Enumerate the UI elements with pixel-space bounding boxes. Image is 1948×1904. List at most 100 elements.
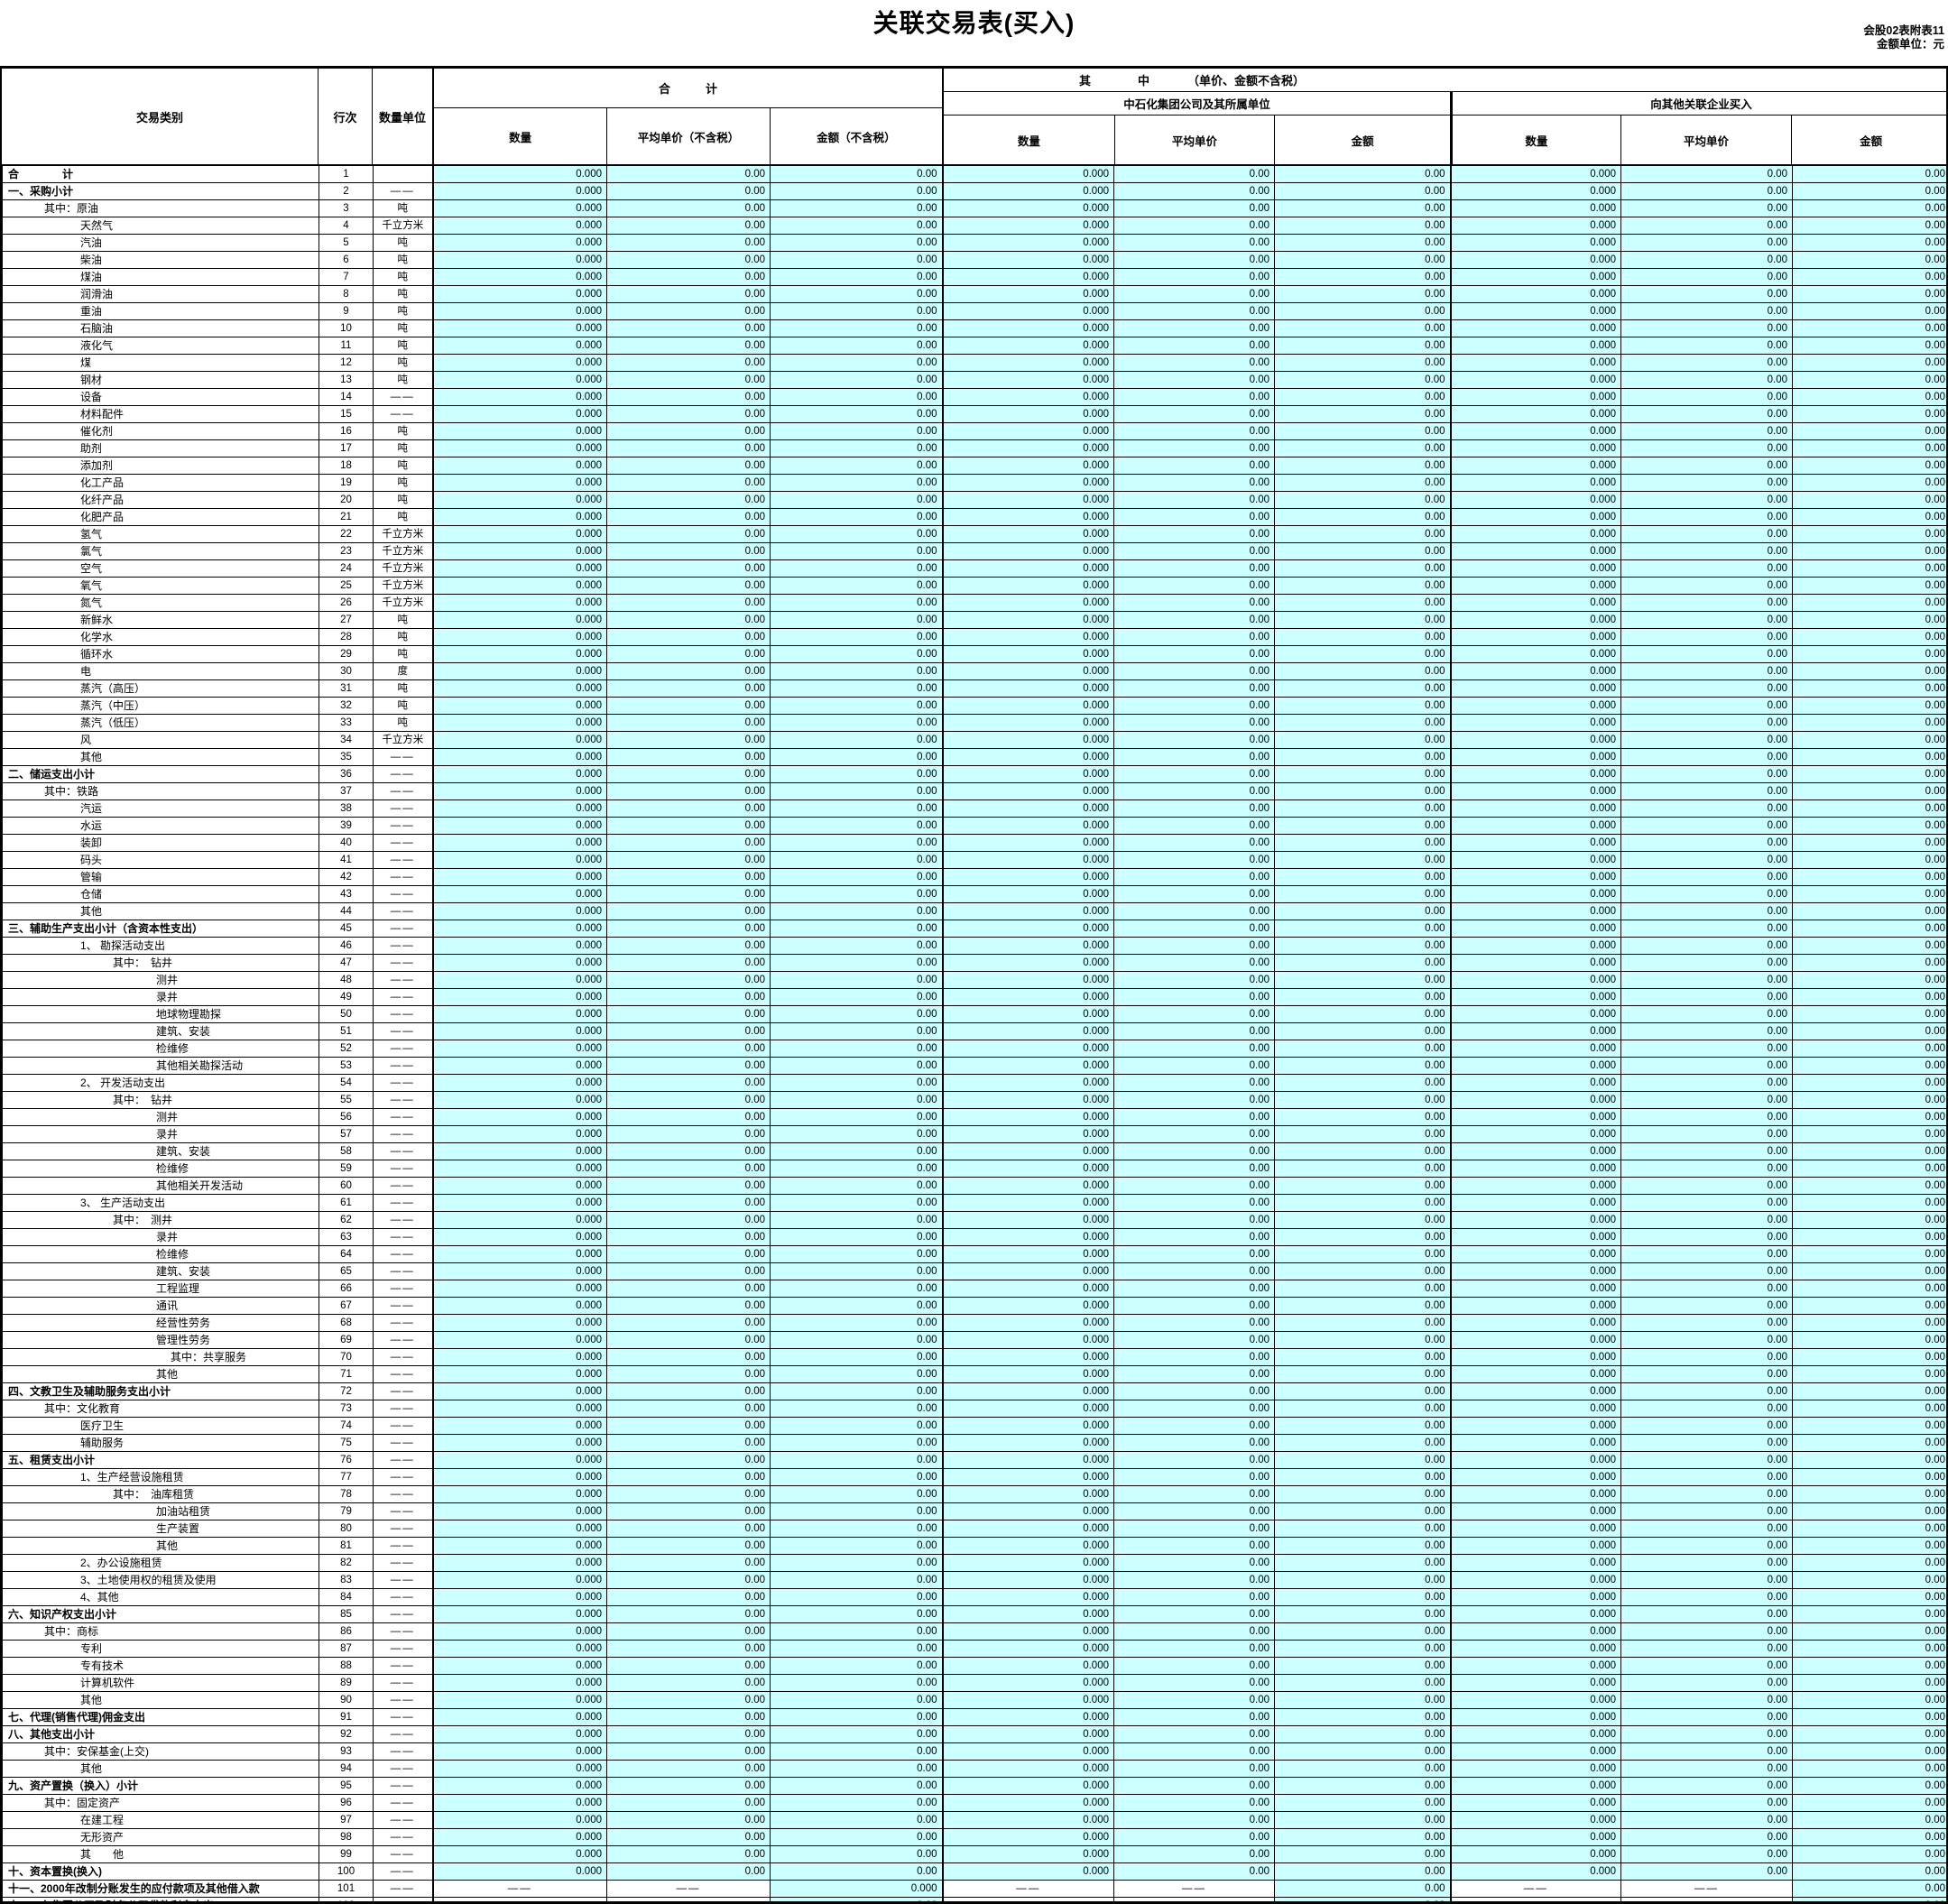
row-no-cell: 19 — [319, 474, 374, 492]
table-row: 添加剂 18 吨 0.000 0.00 0.00 0.000 0.00 0.00 0.000 0.0… — [2, 457, 1946, 475]
data-cell: 0.00 — [1113, 234, 1275, 252]
data-cell: 0.00 — [1274, 508, 1451, 526]
row-label-cell: 建筑、安装 — [2, 1142, 319, 1160]
data-cell: 0.00 — [606, 1297, 771, 1315]
table-row: 十二、在集团公司及财务公司贷款利息支出102——————0.00————0.00… — [2, 1897, 1946, 1901]
data-cell: 0.000 — [431, 1057, 607, 1075]
table-row: 建筑、安装 51 —— 0.000 0.00 0.00 0.000 0.00 0.00 0.000… — [2, 1022, 1946, 1040]
row-no-cell: 87 — [319, 1640, 374, 1658]
data-cell: 0.00 — [1792, 1228, 1946, 1246]
unit-cell: —— — [373, 1571, 433, 1589]
data-cell: 0.00 — [1792, 885, 1946, 903]
row-no-cell: 96 — [319, 1794, 374, 1812]
data-cell: 0.00 — [1792, 1005, 1946, 1023]
data-cell: 0.00 — [1620, 868, 1793, 886]
data-cell: 0.00 — [606, 1554, 771, 1572]
data-cell: 0.00 — [1620, 954, 1793, 972]
row-no-cell: 21 — [319, 508, 374, 526]
data-cell: 0.000 — [431, 1040, 607, 1058]
data-cell: 0.00 — [1274, 1897, 1451, 1901]
data-cell: 0.00 — [606, 1571, 771, 1589]
data-cell: 0.000 — [431, 1862, 607, 1881]
table-row: 化学水 28 吨 0.000 0.00 0.00 0.000 0.00 0.00 0.000 0.0… — [2, 628, 1946, 646]
data-cell: 0.00 — [770, 765, 943, 783]
data-cell: 0.00 — [770, 1725, 943, 1743]
data-cell: 0.000 — [1449, 1297, 1621, 1315]
data-cell: 0.000 — [941, 782, 1114, 800]
data-cell: 0.00 — [770, 302, 943, 320]
col-header-sinopec-qty: 数量 — [944, 116, 1115, 165]
data-cell: 0.00 — [1113, 1211, 1275, 1229]
unit-cell: —— — [373, 1022, 433, 1040]
data-cell: 0.000 — [431, 1554, 607, 1572]
data-cell: 0.00 — [1620, 577, 1793, 595]
data-cell: 0.00 — [770, 731, 943, 749]
page-title: 关联交易表(买入) — [872, 9, 1076, 37]
group-header-sinopec: 中石化集团公司及其所属单位 — [944, 92, 1451, 116]
data-cell: 0.00 — [1274, 354, 1451, 372]
data-cell: 0.000 — [431, 1451, 607, 1469]
unit-cell: —— — [373, 1845, 433, 1863]
data-cell: 0.00 — [606, 902, 771, 920]
data-cell: 0.00 — [606, 1451, 771, 1469]
data-cell: 0.00 — [1792, 1211, 1946, 1229]
data-cell: 0.000 — [431, 165, 607, 183]
data-cell: 0.00 — [770, 508, 943, 526]
row-no-cell: 75 — [319, 1434, 374, 1452]
row-label-cell: 钢材 — [2, 371, 319, 389]
row-no-cell: 6 — [319, 251, 374, 269]
data-cell: 0.000 — [1449, 1811, 1621, 1829]
data-cell: 0.00 — [1113, 1142, 1275, 1160]
row-no-cell: 14 — [319, 388, 374, 406]
data-cell: 0.000 — [941, 1640, 1114, 1658]
data-cell: 0.000 — [941, 1520, 1114, 1538]
row-no-cell: 48 — [319, 971, 374, 989]
data-cell: 0.00 — [770, 1228, 943, 1246]
data-cell: 0.00 — [1274, 1605, 1451, 1623]
data-cell: 0.000 — [431, 1605, 607, 1623]
unit-cell: 吨 — [373, 422, 433, 440]
data-cell: 0.00 — [606, 1314, 771, 1332]
row-no-cell: 71 — [319, 1365, 374, 1383]
data-cell: 0.00 — [1113, 1074, 1275, 1092]
table-row: 测井 48 —— 0.000 0.00 0.00 0.000 0.00 0.00 0.000 0.0… — [2, 971, 1946, 989]
data-cell: 0.00 — [1620, 491, 1793, 509]
table-row: 其他 44 —— 0.000 0.00 0.00 0.000 0.00 0.00 0.000 0.0… — [2, 902, 1946, 920]
data-cell: 0.000 — [941, 594, 1114, 612]
data-cell: 0.000 — [941, 1177, 1114, 1195]
data-cell: 0.00 — [1792, 1725, 1946, 1743]
table-row: 专有技术 88 —— 0.000 0.00 0.00 0.000 0.00 0.00 0.000 0… — [2, 1657, 1946, 1675]
data-cell: 0.00 — [606, 1040, 771, 1058]
data-cell: 0.000 — [941, 1194, 1114, 1212]
data-cell: 0.00 — [1620, 354, 1793, 372]
data-cell: 0.00 — [1620, 920, 1793, 938]
data-cell: 0.00 — [1113, 1245, 1275, 1263]
data-cell: 0.00 — [1113, 731, 1275, 749]
row-label-cell: 生产装置 — [2, 1520, 319, 1538]
data-cell: 0.000 — [941, 1485, 1114, 1503]
col-header-transaction-category: 交易类别 — [2, 69, 319, 165]
data-cell: 0.000 — [1449, 1417, 1621, 1435]
data-cell: 0.00 — [1792, 1777, 1946, 1795]
table-row: 检维修 64 —— 0.000 0.00 0.00 0.000 0.00 0.00 0.000 0.… — [2, 1245, 1946, 1263]
data-cell: —— — [606, 1880, 771, 1898]
data-cell: 0.00 — [1274, 165, 1451, 183]
data-cell: 0.00 — [606, 748, 771, 766]
data-cell: 0.00 — [770, 834, 943, 852]
data-cell: 0.00 — [1792, 1160, 1946, 1178]
data-cell: 0.00 — [1274, 1074, 1451, 1092]
row-label-cell: 化工产品 — [2, 474, 319, 492]
data-cell: 0.000 — [431, 920, 607, 938]
row-no-cell: 26 — [319, 594, 374, 612]
row-no-cell: 42 — [319, 868, 374, 886]
col-header-sinopec-avg-price: 平均单价 — [1114, 116, 1276, 165]
row-label-cell: 电 — [2, 662, 319, 680]
data-cell: 0.00 — [606, 1674, 771, 1692]
data-cell: 0.00 — [1113, 268, 1275, 286]
data-cell: 0.00 — [770, 354, 943, 372]
data-cell: 0.00 — [606, 611, 771, 629]
unit-cell: —— — [373, 1657, 433, 1675]
data-cell: 0.000 — [1449, 1074, 1621, 1092]
unit-cell: —— — [373, 1245, 433, 1263]
data-cell: 0.00 — [1620, 885, 1793, 903]
